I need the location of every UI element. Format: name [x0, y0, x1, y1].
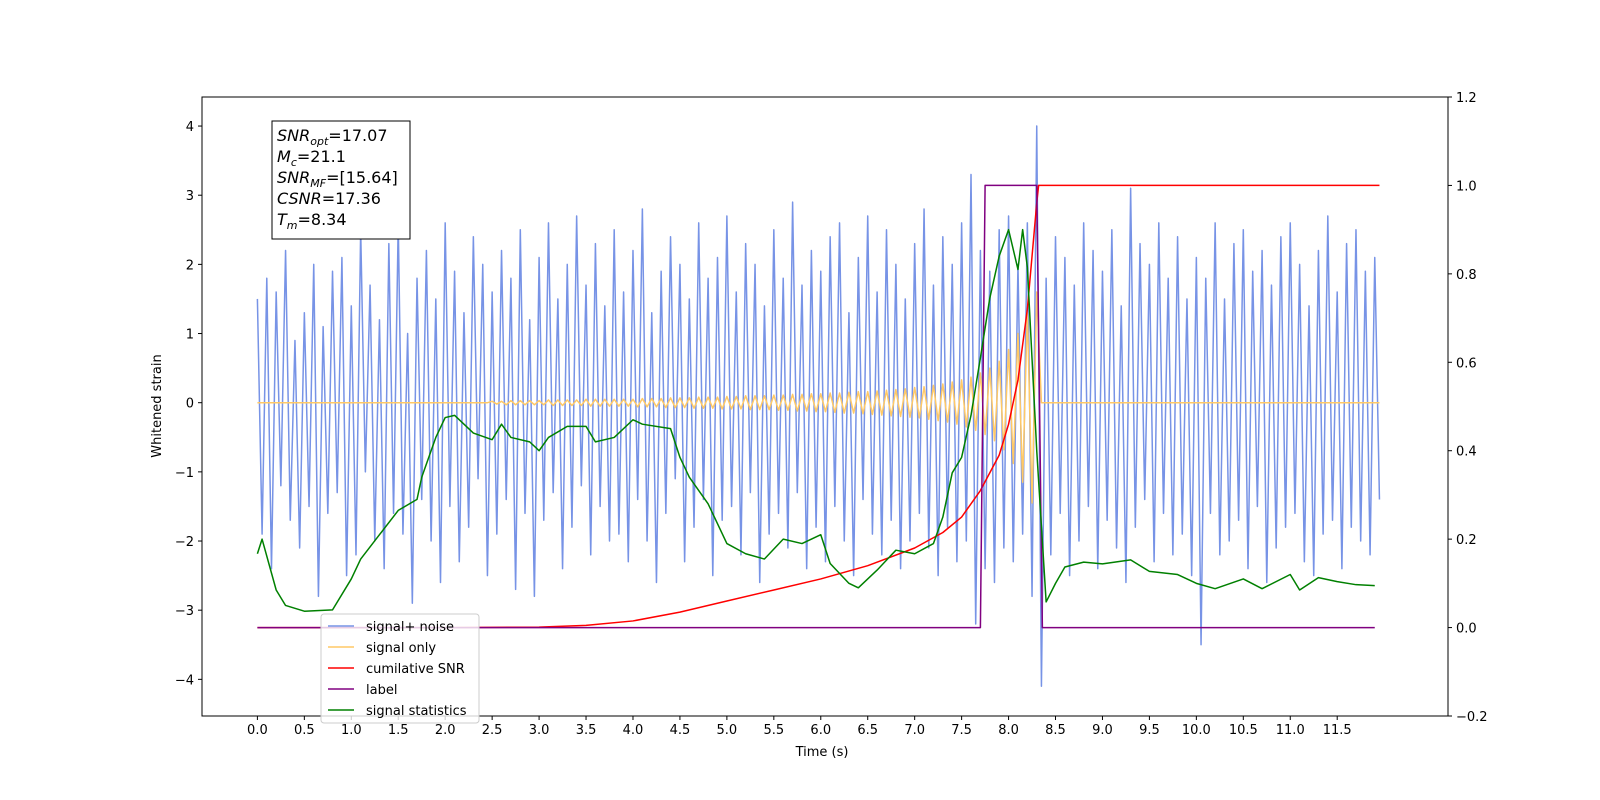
annotation-value: =17.36: [322, 189, 381, 208]
annotation-line: SNRopt=17.07: [277, 126, 388, 148]
x-tick-label: 10.0: [1182, 723, 1211, 738]
x-tick-label: 8.0: [998, 723, 1019, 738]
x-tick-label: 9.0: [1092, 723, 1113, 738]
annotation-box: [271, 120, 411, 240]
x-tick-label: 4.0: [623, 723, 644, 738]
y2-tick-label: 0.6: [1456, 356, 1477, 371]
x-tick-label: 10.5: [1229, 723, 1258, 738]
legend-label: label: [366, 683, 397, 698]
annotation-subscript: opt: [310, 135, 329, 148]
x-tick-label: 7.0: [904, 723, 925, 738]
x-tick-label: 6.0: [810, 723, 831, 738]
y-tick-label: −2: [175, 535, 194, 550]
y2-tick-label: 0.4: [1456, 445, 1477, 460]
y-tick-label: 2: [186, 258, 194, 273]
y-tick-label: 1: [186, 328, 194, 343]
y2-tick-label: −0.2: [1456, 710, 1488, 725]
y-tick-label: −4: [175, 673, 194, 688]
axes-frame: [201, 96, 1449, 717]
annotation-value: =21.1: [297, 147, 346, 166]
annotation-symbol: SNR: [277, 126, 310, 145]
y2-tick-label: 0.0: [1456, 622, 1477, 637]
annotation-subscript: m: [287, 219, 298, 232]
legend: signal+ noise signal only cumilative SNR la…: [320, 613, 480, 724]
legend-label: cumilative SNR: [366, 662, 465, 677]
series-line: [257, 184, 1375, 629]
x-tick-label: 11.0: [1276, 723, 1305, 738]
annotation-value: =17.07: [328, 126, 387, 145]
x-tick-label: 5.0: [717, 723, 738, 738]
x-tick-label: 6.5: [857, 723, 878, 738]
annotation: SNRopt=17.07Mc=21.1SNRMF=[15.64]CSNR=17.…: [271, 120, 411, 240]
y-tick-label: −1: [175, 466, 194, 481]
legend-label: signal only: [366, 641, 436, 656]
annotation-symbol: T: [277, 210, 288, 229]
x-tick-label: 1.5: [388, 723, 409, 738]
x-tick-label: 0.5: [294, 723, 315, 738]
y2-tick-label: 0.8: [1456, 268, 1477, 283]
annotation-line: SNRMF=[15.64]: [277, 168, 398, 190]
x-tick-label: 7.5: [951, 723, 972, 738]
x-tick-label: 2.0: [435, 723, 456, 738]
x-tick-label: 11.5: [1323, 723, 1352, 738]
ticks: 0.0 0.5 1.0 1.5 2.0 2.5 3.0 3.5 4.0 4.5 5.0 5.5 6.0 6…: [175, 91, 1488, 738]
x-tick-label: 3.0: [529, 723, 550, 738]
x-tick-label: 4.5: [670, 723, 691, 738]
annotation-value: =[15.64]: [326, 168, 398, 187]
x-tick-label: 9.5: [1139, 723, 1160, 738]
annotation-line: Tm=8.34: [277, 210, 347, 232]
series-line: [257, 291, 1380, 504]
x-axis-label: Time (s): [795, 745, 849, 760]
annotation-value: =8.34: [298, 210, 347, 229]
y-tick-label: 0: [186, 397, 194, 412]
y-tick-label: −3: [175, 604, 194, 619]
x-tick-label: 5.5: [763, 723, 784, 738]
series-line: [256, 125, 1381, 688]
y2-tick-label: 1.2: [1456, 91, 1477, 106]
series-line: [256, 228, 1375, 612]
legend-label: signal+ noise: [366, 620, 454, 635]
legend-label: signal statistics: [366, 704, 467, 719]
annotation-symbol: CSNR: [277, 189, 322, 208]
x-tick-label: 8.5: [1045, 723, 1066, 738]
y-tick-label: 4: [186, 120, 194, 135]
series-line: [257, 184, 1380, 629]
y-axis-label: Whitened strain: [150, 354, 165, 457]
legend-box: [320, 613, 480, 724]
annotation-symbol: SNR: [277, 168, 310, 187]
x-tick-label: 1.0: [341, 723, 362, 738]
y2-tick-label: 1.0: [1456, 179, 1477, 194]
y2-tick-label: 0.2: [1456, 533, 1477, 548]
x-tick-label: 2.5: [482, 723, 503, 738]
x-tick-label: 0.0: [247, 723, 268, 738]
annotation-line: CSNR=17.36: [277, 189, 381, 208]
plot-area: [256, 125, 1381, 688]
annotation-subscript: MF: [310, 177, 326, 190]
x-tick-label: 3.5: [576, 723, 597, 738]
annotation-line: Mc=21.1: [277, 147, 346, 169]
annotation-subscript: c: [291, 156, 297, 169]
y-tick-label: 3: [186, 189, 194, 204]
annotation-symbol: M: [277, 147, 291, 166]
